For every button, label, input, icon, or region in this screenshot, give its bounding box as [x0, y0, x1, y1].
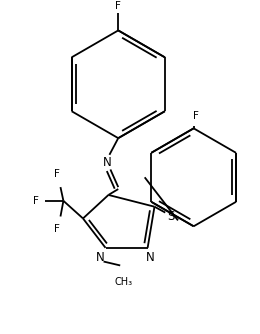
Text: F: F [54, 169, 60, 179]
Text: F: F [193, 111, 199, 121]
Text: N: N [96, 251, 105, 264]
Text: F: F [115, 1, 121, 11]
Text: CH₃: CH₃ [114, 277, 132, 287]
Text: S: S [167, 210, 175, 223]
Text: F: F [54, 224, 60, 234]
Text: N: N [103, 156, 112, 169]
Text: N: N [146, 251, 155, 264]
Text: F: F [33, 196, 39, 206]
